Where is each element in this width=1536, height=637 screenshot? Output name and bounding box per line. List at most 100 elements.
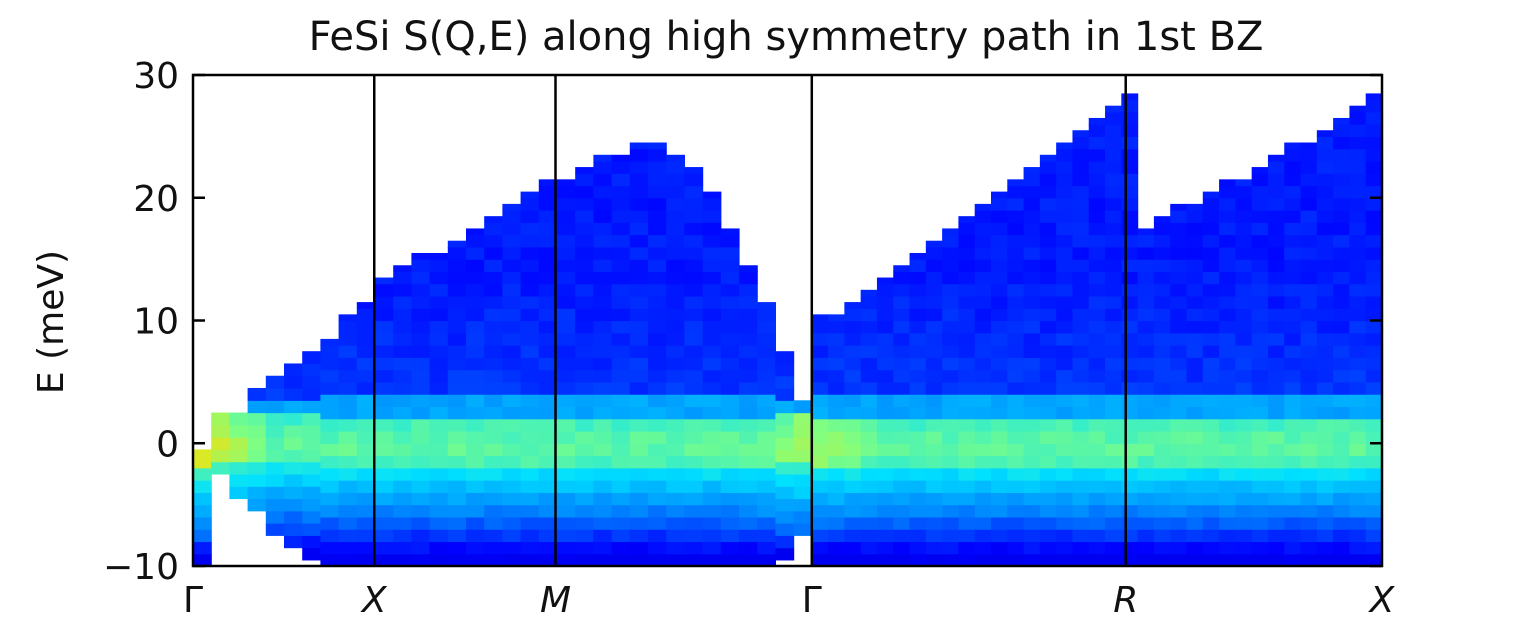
heatmap-cell	[1153, 406, 1171, 420]
heatmap-cell	[974, 406, 992, 420]
heatmap-cell	[1137, 541, 1155, 555]
heatmap-cell	[909, 369, 927, 383]
heatmap-cell	[893, 345, 911, 358]
heatmap-cell	[411, 418, 431, 432]
heatmap-cell	[447, 357, 467, 371]
heatmap-cell	[925, 418, 943, 432]
heatmap-cell	[876, 480, 894, 493]
heatmap-cell	[1105, 173, 1122, 187]
heatmap-cell	[1056, 210, 1074, 223]
heatmap-cell	[1267, 320, 1285, 334]
heatmap-cell	[1170, 443, 1188, 457]
heatmap-cell	[909, 259, 927, 273]
heatmap-cell	[502, 222, 522, 236]
heatmap-cell	[1121, 406, 1139, 420]
heatmap-cell	[684, 418, 704, 432]
heatmap-cell	[1365, 210, 1383, 223]
heatmap-cell	[684, 443, 704, 457]
heatmap-cell	[193, 480, 212, 493]
heatmap-layer	[193, 93, 1383, 567]
heatmap-cell	[375, 369, 394, 383]
heatmap-cell	[1186, 308, 1204, 322]
heatmap-cell	[1349, 345, 1367, 358]
heatmap-cell	[1300, 430, 1318, 444]
heatmap-cell	[1202, 529, 1220, 543]
heatmap-cell	[1267, 418, 1285, 432]
heatmap-cell	[991, 259, 1008, 273]
heatmap-cell	[1105, 455, 1122, 469]
heatmap-cell	[1186, 455, 1204, 469]
heatmap-cell	[429, 529, 449, 543]
heatmap-cell	[465, 430, 485, 444]
heatmap-cell	[1186, 259, 1204, 273]
heatmap-cell	[1365, 148, 1383, 162]
heatmap-cell	[909, 504, 927, 518]
heatmap-cell	[593, 553, 613, 567]
heatmap-cell	[702, 259, 722, 273]
heatmap-cell	[1039, 154, 1057, 162]
heatmap-cell	[356, 467, 376, 481]
heatmap-cell	[844, 332, 862, 346]
heatmap-cell	[502, 394, 522, 408]
heatmap-cell	[1300, 295, 1318, 309]
heatmap-cell	[1153, 553, 1171, 567]
heatmap-cell	[1267, 332, 1285, 346]
heatmap-cell	[611, 246, 631, 260]
heatmap-cell	[411, 283, 431, 297]
heatmap-cell	[1349, 259, 1367, 273]
heatmap-cell	[629, 516, 649, 530]
heatmap-cell	[1251, 467, 1269, 481]
heatmap-cell	[775, 375, 795, 389]
heatmap-cell	[1153, 516, 1171, 530]
heatmap-cell	[925, 357, 943, 371]
heatmap-cell	[611, 308, 631, 322]
heatmap-cell	[629, 173, 649, 187]
heatmap-cell	[1072, 210, 1090, 223]
heatmap-cell	[302, 486, 321, 500]
heatmap-cell	[1316, 246, 1334, 260]
heatmap-cell	[538, 179, 558, 187]
heatmap-cell	[844, 492, 862, 506]
heatmap-cell	[447, 492, 467, 506]
heatmap-cell	[629, 455, 649, 469]
heatmap-cell	[284, 473, 303, 487]
heatmap-cell	[1251, 246, 1269, 260]
heatmap-cell	[484, 504, 503, 518]
heatmap-cell	[647, 246, 667, 260]
heatmap-cell	[1219, 246, 1236, 260]
heatmap-cell	[356, 492, 376, 506]
heatmap-cell	[1349, 332, 1367, 346]
heatmap-cell	[775, 547, 795, 561]
heatmap-cell	[720, 345, 740, 358]
heatmap-cell	[1300, 492, 1318, 506]
heatmap-cell	[1023, 516, 1041, 530]
heatmap-cell	[484, 406, 503, 420]
heatmap-cell	[1105, 234, 1122, 248]
heatmap-cell	[356, 345, 376, 358]
heatmap-cell	[1267, 369, 1285, 383]
heatmap-cell	[738, 492, 758, 506]
heatmap-cell	[1251, 418, 1269, 432]
heatmap-cell	[1170, 222, 1188, 236]
heatmap-cell	[302, 375, 321, 389]
heatmap-cell	[429, 455, 449, 469]
heatmap-cell	[1088, 283, 1106, 297]
heatmap-cell	[1056, 142, 1074, 150]
heatmap-cell	[844, 381, 862, 395]
heatmap-cell	[338, 492, 358, 506]
heatmap-cell	[1316, 529, 1334, 543]
heatmap-cell	[909, 332, 927, 346]
heatmap-cell	[265, 461, 285, 475]
heatmap-cell	[1186, 467, 1204, 481]
heatmap-cell	[611, 160, 631, 174]
heatmap-cell	[1088, 443, 1106, 457]
heatmap-cell	[1316, 332, 1334, 346]
heatmap-cell	[811, 381, 829, 395]
heatmap-cell	[465, 418, 485, 432]
heatmap-cell	[666, 516, 685, 530]
heatmap-cell	[1300, 173, 1318, 187]
heatmap-cell	[1219, 541, 1236, 555]
heatmap-cell	[1170, 430, 1188, 444]
heatmap-cell	[520, 455, 540, 469]
heatmap-cell	[1349, 406, 1367, 420]
